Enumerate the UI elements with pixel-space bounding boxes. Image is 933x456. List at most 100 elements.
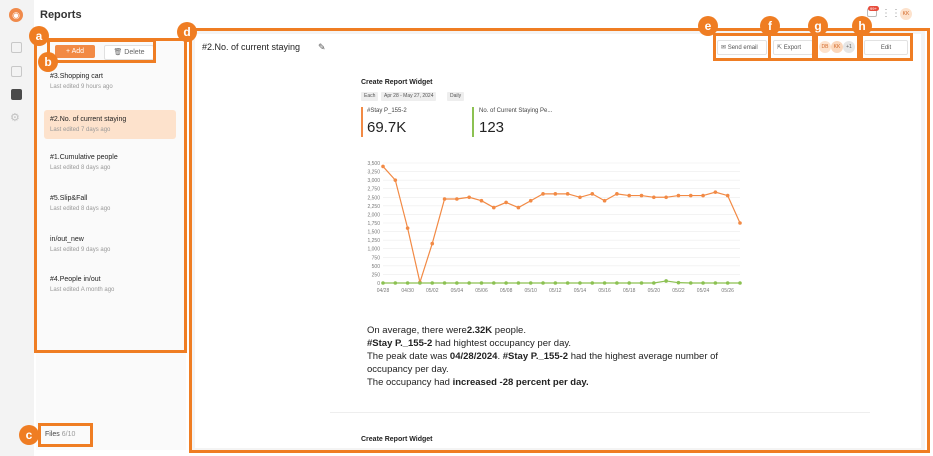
series-1-point bbox=[713, 190, 718, 194]
x-tick-label: 05/20 bbox=[648, 288, 661, 294]
file-item-title: in/out_new bbox=[50, 236, 84, 243]
settings-gear-icon[interactable]: ⚙ bbox=[10, 112, 20, 124]
file-item-title: #2.No. of current staying bbox=[50, 116, 127, 123]
series-1-point bbox=[455, 197, 459, 201]
series-2-point bbox=[393, 281, 398, 285]
series-1-point bbox=[664, 195, 668, 200]
widget-title: Create Report Widget bbox=[361, 79, 433, 86]
x-tick-label: 05/14 bbox=[574, 288, 587, 294]
file-item-slip-fall[interactable]: #5.Slip&Fall Last edited 8 days ago bbox=[44, 189, 176, 218]
summary-place: #Stay P._155-2 bbox=[502, 351, 569, 362]
collaborator-avatar[interactable]: DB bbox=[819, 41, 831, 53]
series-1-point bbox=[504, 200, 508, 205]
files-panel bbox=[36, 38, 186, 450]
series-1-point bbox=[467, 195, 471, 200]
occupancy-line-chart: 0 250 500 750 1,000 1,250 1,500 1,750 2,000 2,250… bbox=[367, 161, 742, 294]
report-title: #2.No. of current staying bbox=[202, 42, 301, 52]
series-1-point bbox=[430, 241, 435, 246]
series-1-point bbox=[528, 198, 533, 203]
delete-button[interactable]: 🗑 Delete bbox=[104, 45, 154, 60]
file-item-shopping-cart[interactable]: #3.Shopping cart Last edited 9 hours ago bbox=[44, 67, 176, 96]
y-tick-label: 2,500 bbox=[367, 195, 380, 201]
y-tick-label: 1,750 bbox=[367, 221, 380, 227]
file-item-cumulative-people[interactable]: #1.Cumulative people Last edited 8 days … bbox=[44, 148, 176, 177]
series-2-point bbox=[504, 281, 508, 285]
annotation-badge: a bbox=[29, 26, 49, 46]
file-item-title: #5.Slip&Fall bbox=[50, 195, 88, 202]
widget-divider bbox=[330, 412, 870, 413]
x-tick-label: 04/28 bbox=[377, 288, 390, 294]
notification-badge: 99+ bbox=[868, 6, 879, 11]
collaborator-avatar[interactable]: KK bbox=[831, 41, 843, 53]
y-tick-label: 2,000 bbox=[367, 212, 380, 218]
series-2-point bbox=[652, 281, 656, 285]
file-item-people-in-out[interactable]: #4.People in/out Last edited A month ago bbox=[44, 270, 176, 299]
kpi-value: 123 bbox=[479, 119, 505, 136]
send-email-button[interactable]: ✉ Send email bbox=[717, 40, 767, 55]
series-2-point bbox=[578, 281, 582, 285]
x-tick-label: 05/18 bbox=[623, 288, 636, 294]
summary-text: occupancy per day. bbox=[367, 364, 449, 375]
file-item-subtitle: Last edited A month ago bbox=[50, 287, 115, 293]
y-tick-label: 0 bbox=[377, 281, 380, 287]
series-line-1 bbox=[382, 166, 741, 285]
edit-button[interactable]: Edit bbox=[864, 40, 908, 55]
file-item-in-out-new[interactable]: in/out_new Last edited 9 days ago bbox=[44, 230, 176, 259]
series-1-point bbox=[590, 192, 595, 196]
series-1-point bbox=[479, 198, 484, 203]
add-button[interactable]: + Add bbox=[55, 45, 95, 58]
more-collaborators-avatar[interactable]: +1 bbox=[843, 41, 855, 53]
annotation-badge: d bbox=[177, 22, 197, 42]
x-tick-label: 05/16 bbox=[598, 288, 611, 294]
y-tick-label: 2,250 bbox=[367, 204, 380, 210]
kpi-color-bar bbox=[361, 107, 363, 137]
reports-chart-icon[interactable] bbox=[11, 89, 22, 100]
edit-pencil-icon[interactable]: ✎ bbox=[318, 42, 326, 52]
summary-text: had the highest average number of bbox=[568, 351, 719, 362]
series-1-point bbox=[491, 205, 496, 210]
y-tick-label: 500 bbox=[372, 264, 381, 270]
series-2-point bbox=[528, 281, 533, 285]
summary-text: people. bbox=[492, 325, 526, 336]
files-counter: Files 6/10 bbox=[45, 431, 75, 438]
report-card bbox=[195, 34, 921, 448]
series-2-point bbox=[639, 281, 644, 285]
summary-text: The occupancy had bbox=[367, 377, 453, 388]
user-avatar[interactable]: KK bbox=[900, 8, 912, 20]
y-tick-label: 3,500 bbox=[367, 161, 380, 167]
series-2-point bbox=[664, 279, 668, 283]
series-2-point bbox=[405, 281, 410, 285]
annotation-badge: b bbox=[38, 52, 58, 72]
files-label: Files bbox=[45, 431, 60, 438]
x-tick-label: 05/02 bbox=[426, 288, 439, 294]
series-2-point bbox=[455, 281, 459, 285]
series-1-point bbox=[725, 193, 730, 198]
series-1-point bbox=[442, 197, 447, 201]
summary-text: The peak date was bbox=[367, 351, 450, 362]
file-item-current-staying[interactable]: #2.No. of current staying Last edited 7 … bbox=[44, 110, 176, 139]
send-email-label: Send email bbox=[727, 45, 758, 51]
app-logo[interactable]: ◉ bbox=[9, 8, 23, 22]
report-summary: On average, there were2.32K people. #Sta… bbox=[367, 324, 787, 389]
x-tick-label: 05/10 bbox=[524, 288, 537, 294]
apps-grid-icon[interactable]: ⋮⋮ bbox=[881, 8, 901, 19]
series-2-point bbox=[381, 281, 385, 285]
interval-chip: Daily bbox=[447, 92, 465, 101]
file-item-title: #1.Cumulative people bbox=[50, 154, 118, 161]
summary-average: 2.32K bbox=[466, 325, 493, 336]
series-2-point bbox=[627, 281, 632, 285]
summary-text: had hightest occupancy per day. bbox=[432, 338, 572, 349]
x-tick-label: 05/26 bbox=[721, 288, 734, 294]
series-2-point bbox=[479, 281, 484, 285]
layout-icon[interactable] bbox=[11, 66, 22, 77]
y-tick-label: 750 bbox=[372, 255, 381, 261]
annotation-badge: h bbox=[852, 16, 872, 36]
annotation-badge: e bbox=[698, 16, 718, 36]
series-1-point bbox=[381, 164, 385, 169]
export-button[interactable]: ⇱ Export bbox=[773, 40, 813, 55]
series-2-point bbox=[541, 281, 545, 285]
y-tick-label: 1,250 bbox=[367, 238, 380, 244]
x-tick-label: 05/22 bbox=[672, 288, 685, 294]
grid-icon[interactable] bbox=[11, 42, 22, 53]
series-1-point bbox=[541, 192, 545, 196]
